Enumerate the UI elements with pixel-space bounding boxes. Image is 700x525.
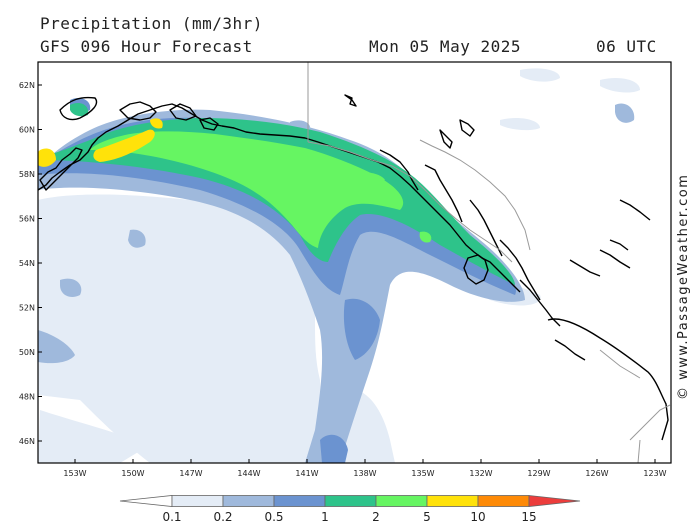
legend-label: 2 [372, 510, 380, 524]
legend-swatch [222, 495, 275, 507]
lon-label: 150W [121, 469, 144, 478]
legend-swatch [477, 495, 530, 507]
precip-band-5 [38, 118, 163, 167]
lat-label: 58N [19, 170, 35, 179]
legend-label: 5 [423, 510, 431, 524]
lat-label: 48N [19, 393, 35, 402]
lon-label: 126W [585, 469, 608, 478]
coastline [38, 94, 669, 441]
map-content [38, 62, 671, 463]
lon-label: 153W [63, 469, 86, 478]
lon-label: 132W [469, 469, 492, 478]
legend-label: 0.2 [213, 510, 232, 524]
legend-label: 10 [470, 510, 485, 524]
legend-swatch-low [119, 495, 173, 507]
lon-label: 138W [353, 469, 376, 478]
legend-swatch [324, 495, 377, 507]
lat-label: 54N [19, 259, 35, 268]
legend-swatch [171, 495, 224, 507]
legend-swatch [375, 495, 428, 507]
borders [307, 62, 671, 463]
forecast-time: 06 UTC [596, 37, 657, 56]
legend-label: 0.1 [162, 510, 181, 524]
legend-label: 15 [521, 510, 536, 524]
legend-swatch [273, 495, 326, 507]
longitude-axis: 153W 150W 147W 144W 141W 138W 135W 132W 129W 126W… [63, 459, 667, 478]
lat-label: 62N [19, 81, 35, 90]
lat-label: 52N [19, 304, 35, 313]
legend-label: 0.5 [264, 510, 283, 524]
lon-label: 147W [179, 469, 202, 478]
lon-label: 144W [237, 469, 260, 478]
forecast-date: Mon 05 May 2025 [369, 37, 521, 56]
legend-swatch-high [528, 495, 581, 507]
precip-band-2 [90, 131, 432, 248]
lat-label: 50N [19, 348, 35, 357]
lat-label: 56N [19, 215, 35, 224]
legend-label: 1 [321, 510, 329, 524]
lat-label: 46N [19, 437, 35, 446]
legend-swatch [426, 495, 479, 507]
map-title: Precipitation (mm/3hr) [40, 14, 263, 33]
lon-label: 123W [643, 469, 666, 478]
forecast-model-label: GFS 096 Hour Forecast [40, 37, 253, 56]
lat-label: 60N [19, 126, 35, 135]
lon-label: 135W [411, 469, 434, 478]
precipitation-legend: 0.1 0.2 0.5 1 2 5 10 15 [119, 495, 581, 524]
copyright-credit: © www.PassageWeather.com [676, 173, 691, 400]
lon-label: 141W [295, 469, 318, 478]
latitude-axis: 62N 60N 58N 56N 54N 52N 50N 48N 46N [19, 81, 42, 446]
lon-label: 129W [527, 469, 550, 478]
